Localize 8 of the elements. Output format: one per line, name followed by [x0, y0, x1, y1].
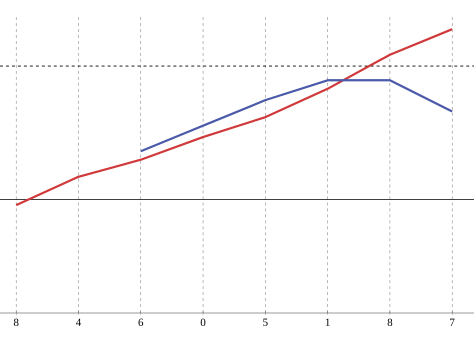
x-tick-label: 8	[14, 318, 19, 326]
x-tick-label: 1	[326, 318, 330, 326]
x-tick-label: 5	[263, 318, 268, 326]
x-tick-label: 0	[200, 318, 206, 326]
x-tick-label: 4	[76, 318, 82, 326]
x-tick-label: 7	[450, 318, 455, 326]
x-tick-label: 8	[388, 318, 392, 326]
x-tick-label: 6	[138, 318, 144, 326]
